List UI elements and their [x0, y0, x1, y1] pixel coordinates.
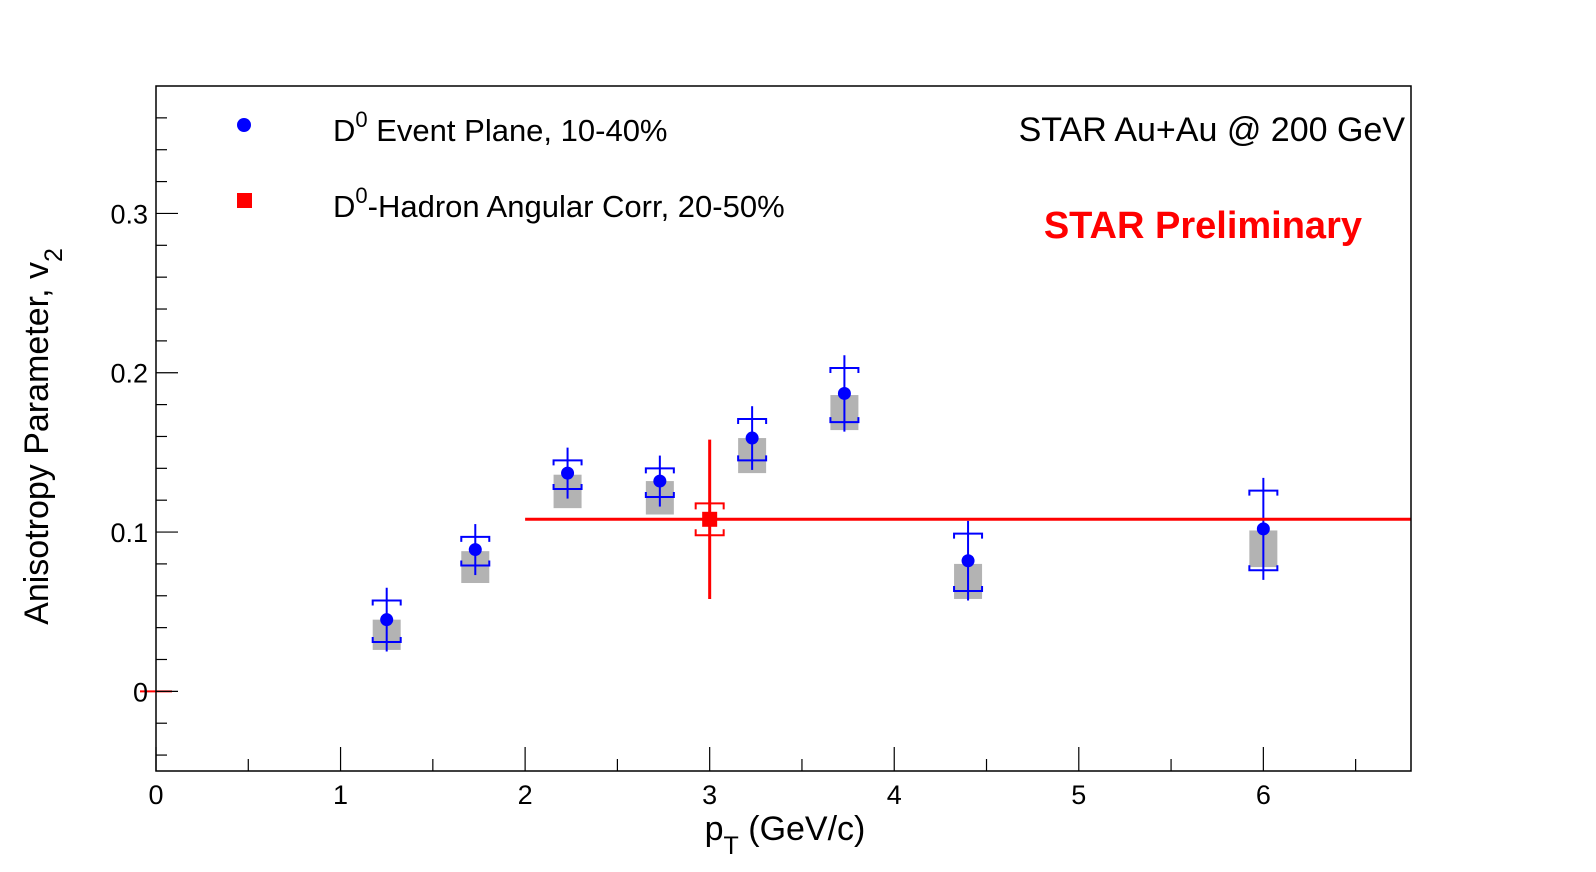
sys-bracket-lower [1248, 565, 1279, 572]
sys-bracket-lower [552, 484, 583, 491]
sys-bracket-upper [737, 417, 768, 424]
sys-bracket-lower [694, 529, 725, 537]
x-axis-title-sub: T [724, 832, 739, 860]
sys-bracket-upper [694, 502, 725, 510]
systematic-boxes [372, 395, 1278, 650]
data-point-event-plane [380, 613, 394, 627]
data-point-event-plane [561, 466, 575, 480]
x-tick-label: 3 [702, 780, 717, 810]
collision-system-label: STAR Au+Au @ 200 GeV [1019, 111, 1406, 149]
sys-bracket-lower [829, 417, 860, 424]
data-point-event-plane [961, 554, 975, 568]
legend-marker-angular-corr [237, 193, 252, 208]
sys-bracket-upper [953, 532, 984, 539]
x-tick-label: 0 [148, 780, 163, 810]
x-axis-title-main: p [705, 810, 724, 848]
sys-bracket-lower [371, 636, 402, 643]
sys-bracket-upper [1248, 489, 1279, 496]
y-axis-title-main: Anisotropy Parameter, v [18, 262, 56, 625]
x-tick-label: 5 [1071, 780, 1086, 810]
y-tick-label: 0.1 [110, 518, 148, 548]
data-point-event-plane [653, 474, 667, 488]
y-tick-label: 0.3 [110, 199, 148, 229]
x-tick-label: 6 [1256, 780, 1271, 810]
tick-labels: 0 1 2 3 4 5 6 0 0.1 0.2 0.3 [110, 199, 1270, 810]
sys-bracket-lower [737, 455, 768, 462]
sys-bracket-lower [644, 492, 675, 498]
legend-marker-event-plane [237, 118, 251, 132]
sys-bracket-lower [953, 585, 984, 592]
y-tick-label: 0 [133, 677, 148, 707]
axis-ticks [155, 117, 1357, 771]
sys-bracket-upper [829, 366, 860, 373]
legend-entry-angular-corr: D0-Hadron Angular Corr, 20-50% [333, 183, 785, 224]
legend: D0 Event Plane, 10-40% D0-Hadron Angular… [237, 107, 785, 224]
data-point-event-plane [1256, 522, 1270, 536]
sys-bracket-upper [644, 467, 675, 474]
plot-frame [155, 85, 1412, 772]
x-tick-label: 1 [333, 780, 348, 810]
data-marks [140, 355, 1411, 693]
x-axis-title-rest: (GeV/c) [739, 810, 866, 848]
data-point-event-plane [745, 431, 759, 445]
data-point-event-plane [468, 543, 482, 557]
star-preliminary-label: STAR Preliminary [1044, 205, 1362, 247]
y-axis-title: Anisotropy Parameter, v2 [18, 248, 68, 625]
legend-entry-event-plane: D0 Event Plane, 10-40% [333, 107, 668, 148]
y-tick-label: 0.2 [110, 359, 148, 389]
sys-bracket-upper [460, 535, 491, 542]
sys-bracket-lower [460, 560, 491, 567]
data-point-event-plane [837, 386, 851, 400]
sys-bracket-upper [371, 599, 402, 606]
sys-bracket-upper [552, 459, 583, 466]
x-axis-title: pT (GeV/c) [705, 810, 866, 860]
x-tick-label: 2 [518, 780, 533, 810]
y-axis-title-sub: 2 [40, 248, 68, 262]
data-point-angular-corr [702, 511, 718, 527]
x-tick-label: 4 [887, 780, 902, 810]
